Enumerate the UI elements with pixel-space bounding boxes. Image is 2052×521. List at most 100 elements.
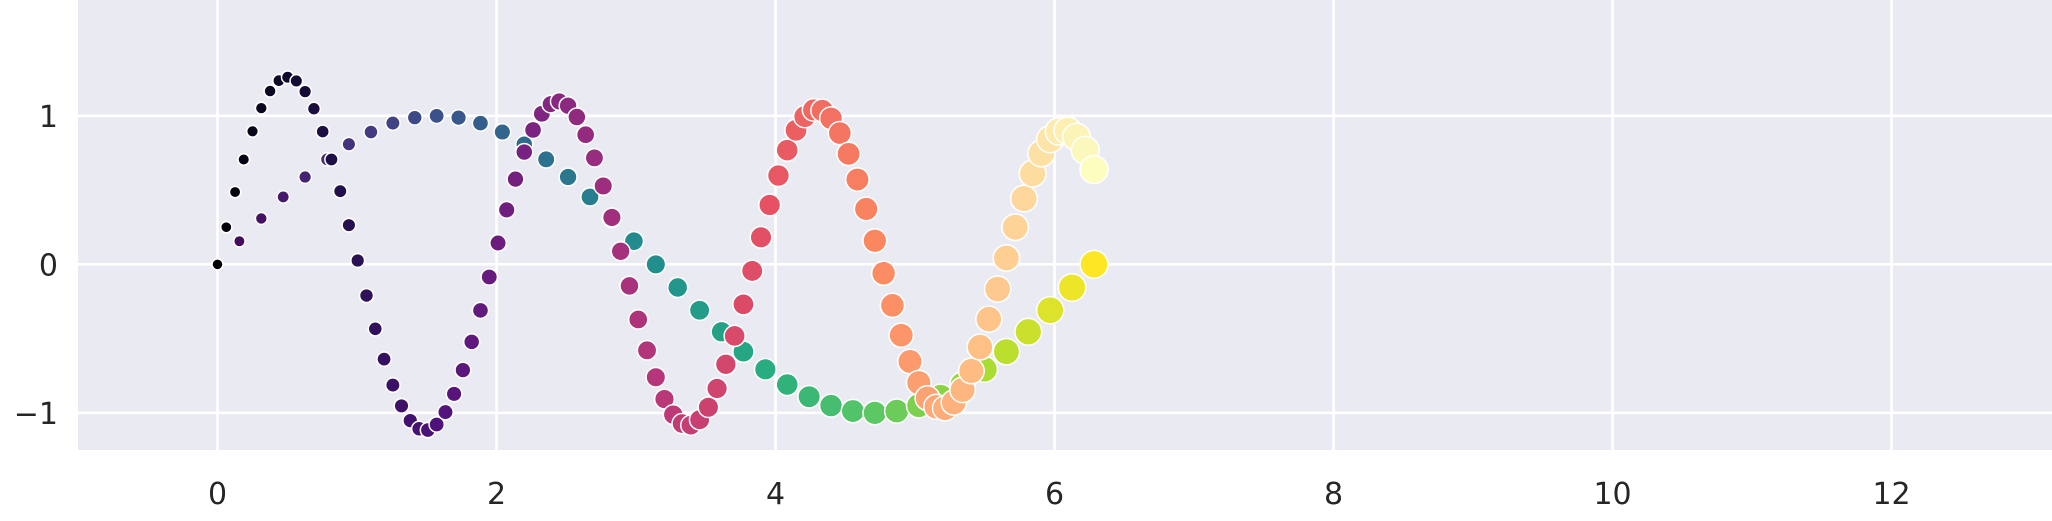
scatter-point (853, 196, 879, 222)
scatter-point (1009, 184, 1039, 213)
scatter-point (957, 357, 985, 385)
scatter-point (232, 234, 246, 248)
scatter-point (636, 339, 658, 361)
scatter-point (580, 187, 600, 207)
scatter-point (1079, 154, 1109, 185)
scatter-point (758, 193, 782, 217)
scatter-point (480, 268, 499, 286)
scatter-point (862, 228, 888, 254)
x-axis-ticks: 0 2 4 6 8 10 12 (208, 477, 1911, 512)
scatter-point (276, 190, 291, 204)
scatter-point (558, 167, 578, 187)
scatter-point (376, 351, 392, 367)
scatter-point (341, 217, 357, 233)
scatter-point (436, 403, 454, 421)
scatter-point (827, 120, 853, 146)
scatter-point (536, 149, 556, 169)
scatter-point (723, 324, 746, 348)
scatter-point (645, 253, 667, 275)
scatter-point (523, 120, 543, 140)
scatter-point (428, 107, 446, 125)
scatter-point (406, 109, 423, 126)
scatter-point (489, 234, 508, 252)
data-points (211, 70, 1109, 439)
scatter-point (983, 275, 1012, 303)
scatter-point (350, 252, 366, 269)
scatter-point (228, 185, 242, 199)
scatter-point (358, 287, 375, 304)
scatter-point (840, 398, 866, 424)
scatter-point (775, 138, 800, 162)
y-axis-ticks: −1 0 1 (14, 100, 58, 432)
scatter-point (992, 244, 1021, 272)
scatter-point (219, 220, 233, 234)
scatter-point (515, 142, 534, 162)
scatter-point (1057, 272, 1087, 303)
scatter-point (879, 292, 906, 319)
scatter-point (462, 333, 481, 351)
scatter-point (610, 241, 631, 262)
scatter-point (688, 299, 711, 322)
scatter-point (593, 175, 614, 196)
x-tick-label: 2 (487, 477, 506, 512)
scatter-point (493, 123, 512, 142)
x-tick-label: 12 (1872, 477, 1910, 512)
scatter-point (1079, 249, 1109, 280)
scatter-point (836, 141, 861, 167)
x-tick-label: 6 (1045, 477, 1064, 512)
scatter-point (237, 152, 251, 167)
scatter-point (363, 124, 379, 140)
scatter-point (883, 398, 910, 424)
scatter-point (245, 124, 260, 138)
scatter-point (428, 416, 446, 433)
scatter-point (384, 115, 401, 132)
scatter-point (766, 163, 791, 188)
scatter-point (332, 183, 348, 199)
scatter-point (445, 385, 463, 403)
scatter-point (844, 167, 870, 193)
y-tick-label: 0 (39, 248, 58, 283)
scatter-point (263, 84, 277, 98)
scatter-point (714, 353, 738, 376)
scatter-point (753, 357, 777, 381)
scatter-point (619, 275, 640, 297)
scatter-point (315, 124, 330, 139)
x-tick-label: 0 (208, 477, 227, 512)
scatter-point (324, 152, 339, 167)
scatter-point (645, 366, 667, 388)
scatter-point (211, 258, 224, 271)
scatter-point (601, 207, 622, 228)
scatter-point (254, 101, 268, 115)
scatter-point (298, 169, 313, 185)
scatter-point (471, 114, 490, 132)
scatter-point (497, 200, 516, 219)
scatter-point (393, 397, 410, 414)
scatter-point (567, 107, 587, 127)
scatter-point (454, 361, 472, 379)
scatter-point (667, 276, 689, 299)
scatter-point (697, 396, 720, 419)
scatter-point (1035, 295, 1065, 325)
scatter-point (966, 333, 994, 361)
scatter-point (732, 292, 755, 316)
scatter-point (705, 377, 729, 400)
scatter-point (775, 372, 800, 397)
y-tick-label: 1 (39, 100, 58, 135)
scatter-point (341, 136, 357, 152)
scatter-point (1014, 317, 1043, 346)
scatter-point (862, 400, 888, 426)
scatter-point (471, 301, 490, 320)
x-tick-label: 8 (1324, 477, 1343, 512)
scatter-point (740, 259, 764, 283)
scatter-point (797, 384, 822, 409)
x-tick-label: 10 (1593, 477, 1631, 512)
scatter-point (289, 73, 304, 88)
scatter-point (870, 260, 897, 286)
y-tick-label: −1 (14, 397, 58, 432)
scatter-point (584, 147, 605, 168)
scatter-point (506, 169, 525, 189)
scatter-point (1001, 213, 1030, 242)
scatter-point (818, 393, 844, 418)
scatter-point (384, 377, 401, 394)
plot-area (78, 0, 2052, 450)
